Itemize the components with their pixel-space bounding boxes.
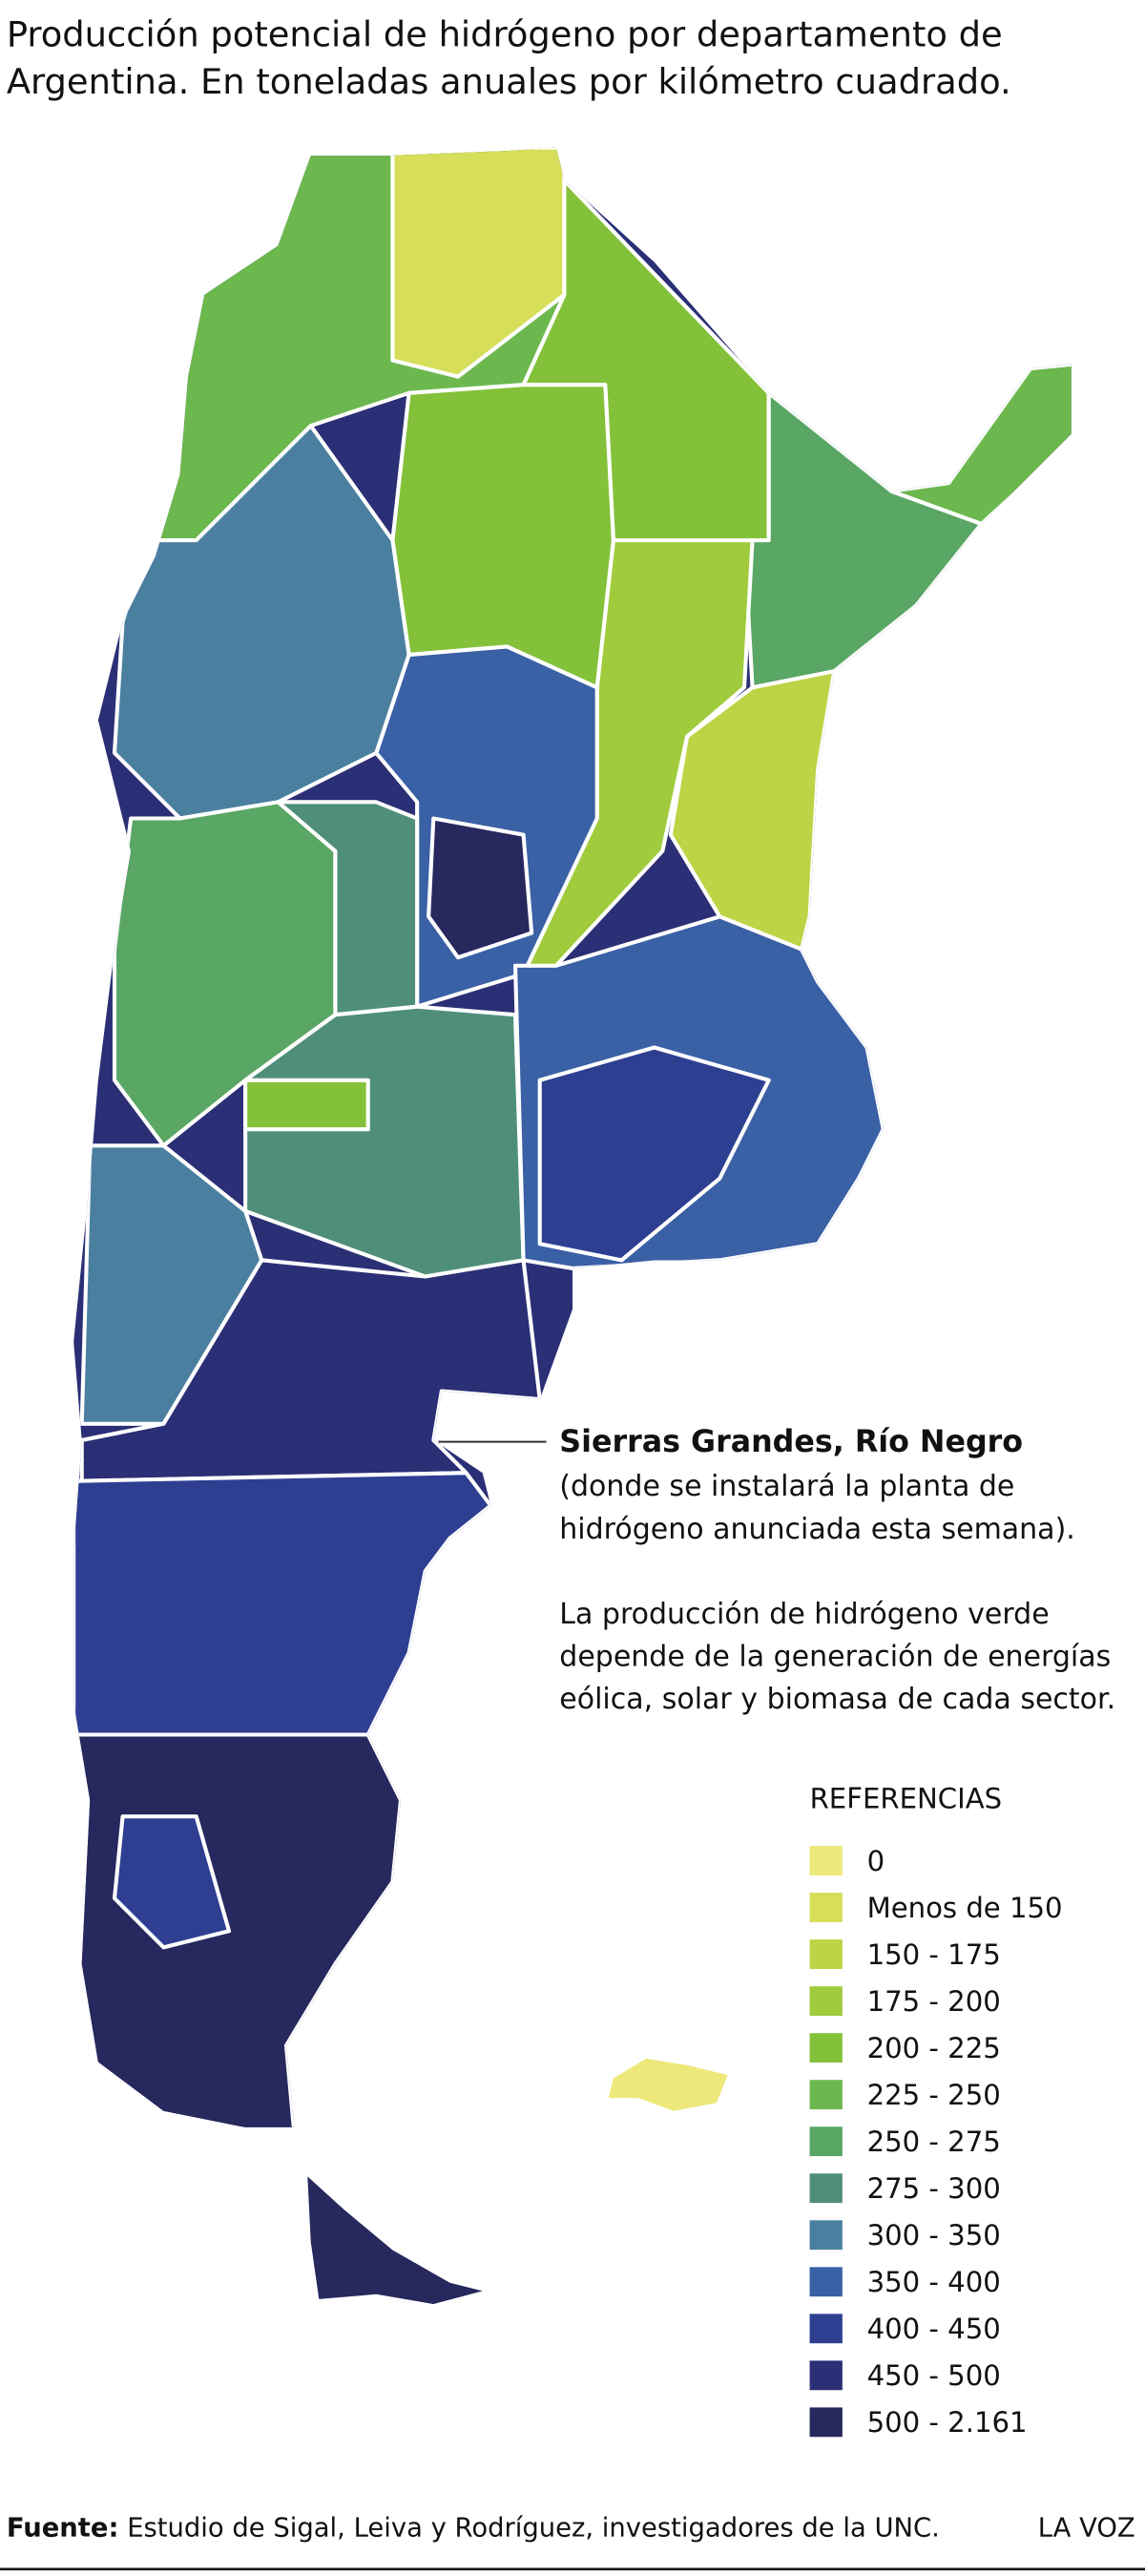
region-cordoba-south [427,816,534,960]
legend-swatch [809,1939,843,1969]
region-santa-cruz [73,1732,404,2127]
legend-label: 350 - 400 [867,2266,1001,2298]
region-salta-east [390,147,567,379]
region-santiago [390,383,615,690]
legend-swatch [809,1893,843,1922]
region-la-pampa-north [243,1078,370,1132]
annotation-place: Sierras Grandes, Río Negro [559,1425,1023,1459]
footer-text: Estudio de Sigal, Leiva y Rodríguez, inv… [127,2513,940,2543]
legend-label: 500 - 2.161 [867,2406,1028,2439]
legend-label: 150 - 175 [867,1938,1001,1971]
legend-swatch [809,2360,843,2391]
legend-label: 200 - 225 [867,2032,1001,2064]
footer-label: Fuente: [7,2513,119,2543]
legend-swatch [809,2220,843,2251]
annotation-line: (donde se instalará la planta de [559,1470,1014,1503]
legend-swatch [809,2080,843,2110]
legend-label: 400 - 450 [867,2313,1001,2345]
legend-label: 225 - 250 [867,2079,1001,2111]
annotation-body: (donde se instalará la planta de hidrógen… [559,1470,1115,1716]
footer-source: Fuente: Estudio de Sigal, Leiva y Rodríg… [7,2513,940,2543]
region-chubut [73,1471,493,1737]
annotation-line: eólica, solar y biomasa de cada sector. [559,1683,1115,1716]
tierra-del-fuego [307,2176,483,2305]
legend-label: 275 - 300 [867,2172,1001,2205]
annotation-line: hidrógeno anunciada esta semana). [559,1513,1075,1546]
map [73,147,1072,2127]
legend-title: REFERENCIAS [810,1783,1003,1815]
legend-swatch [809,2173,843,2204]
legend-swatch [809,1846,843,1875]
legend-swatch [809,2407,843,2438]
region-santa-cruz-west [112,1814,232,1950]
legend-label: 450 - 500 [867,2359,1001,2392]
legend-label: 250 - 275 [867,2126,1001,2158]
legend-label: 300 - 350 [867,2219,1001,2251]
region-buenos-aires-west [537,1045,771,1263]
region-rio-negro [79,1258,542,1483]
annotation-line: La producción de hidrógeno verde [559,1598,1049,1631]
malvinas [608,2058,728,2111]
title-line: Argentina. En toneladas anuales por kiló… [7,61,1011,102]
legend-label: Menos de 150 [867,1892,1063,1924]
legend-swatch [809,2033,843,2063]
footer-brand: LA VOZ [1038,2513,1135,2543]
legend-swatch [809,1986,843,2017]
region-misiones [889,361,1072,526]
legend-label: 175 - 200 [867,1985,1001,2018]
legend: REFERENCIAS 0 Menos de 150 150 - 175 175 - … [810,1783,1063,2439]
legend-swatch [809,2314,843,2344]
legend-swatch [809,2126,843,2157]
legend-label: 0 [867,1845,885,1877]
title-line: Producción potencial de hidrógeno por de… [7,13,1003,54]
region-catamarca [112,424,411,821]
region-corrientes [741,390,984,690]
annotation-line: depende de la generación de energías [559,1640,1111,1673]
legend-swatch [809,2267,843,2297]
